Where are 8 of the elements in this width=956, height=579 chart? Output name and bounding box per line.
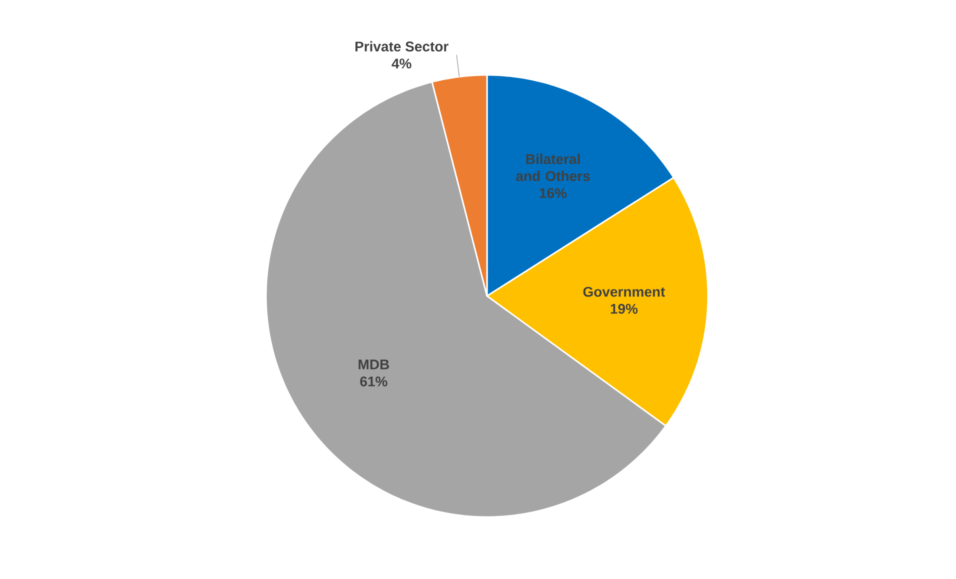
slice-label: MDB	[358, 360, 389, 370]
data-label: 16%	[540, 188, 567, 198]
slice-label: Government	[583, 286, 666, 297]
data-label: 19%	[610, 304, 638, 314]
data-label: 4%	[392, 58, 412, 68]
data-label: 61%	[360, 376, 388, 386]
slice-label: Private Sector	[355, 41, 448, 52]
slice-label: Bilateral and Others	[516, 154, 590, 182]
